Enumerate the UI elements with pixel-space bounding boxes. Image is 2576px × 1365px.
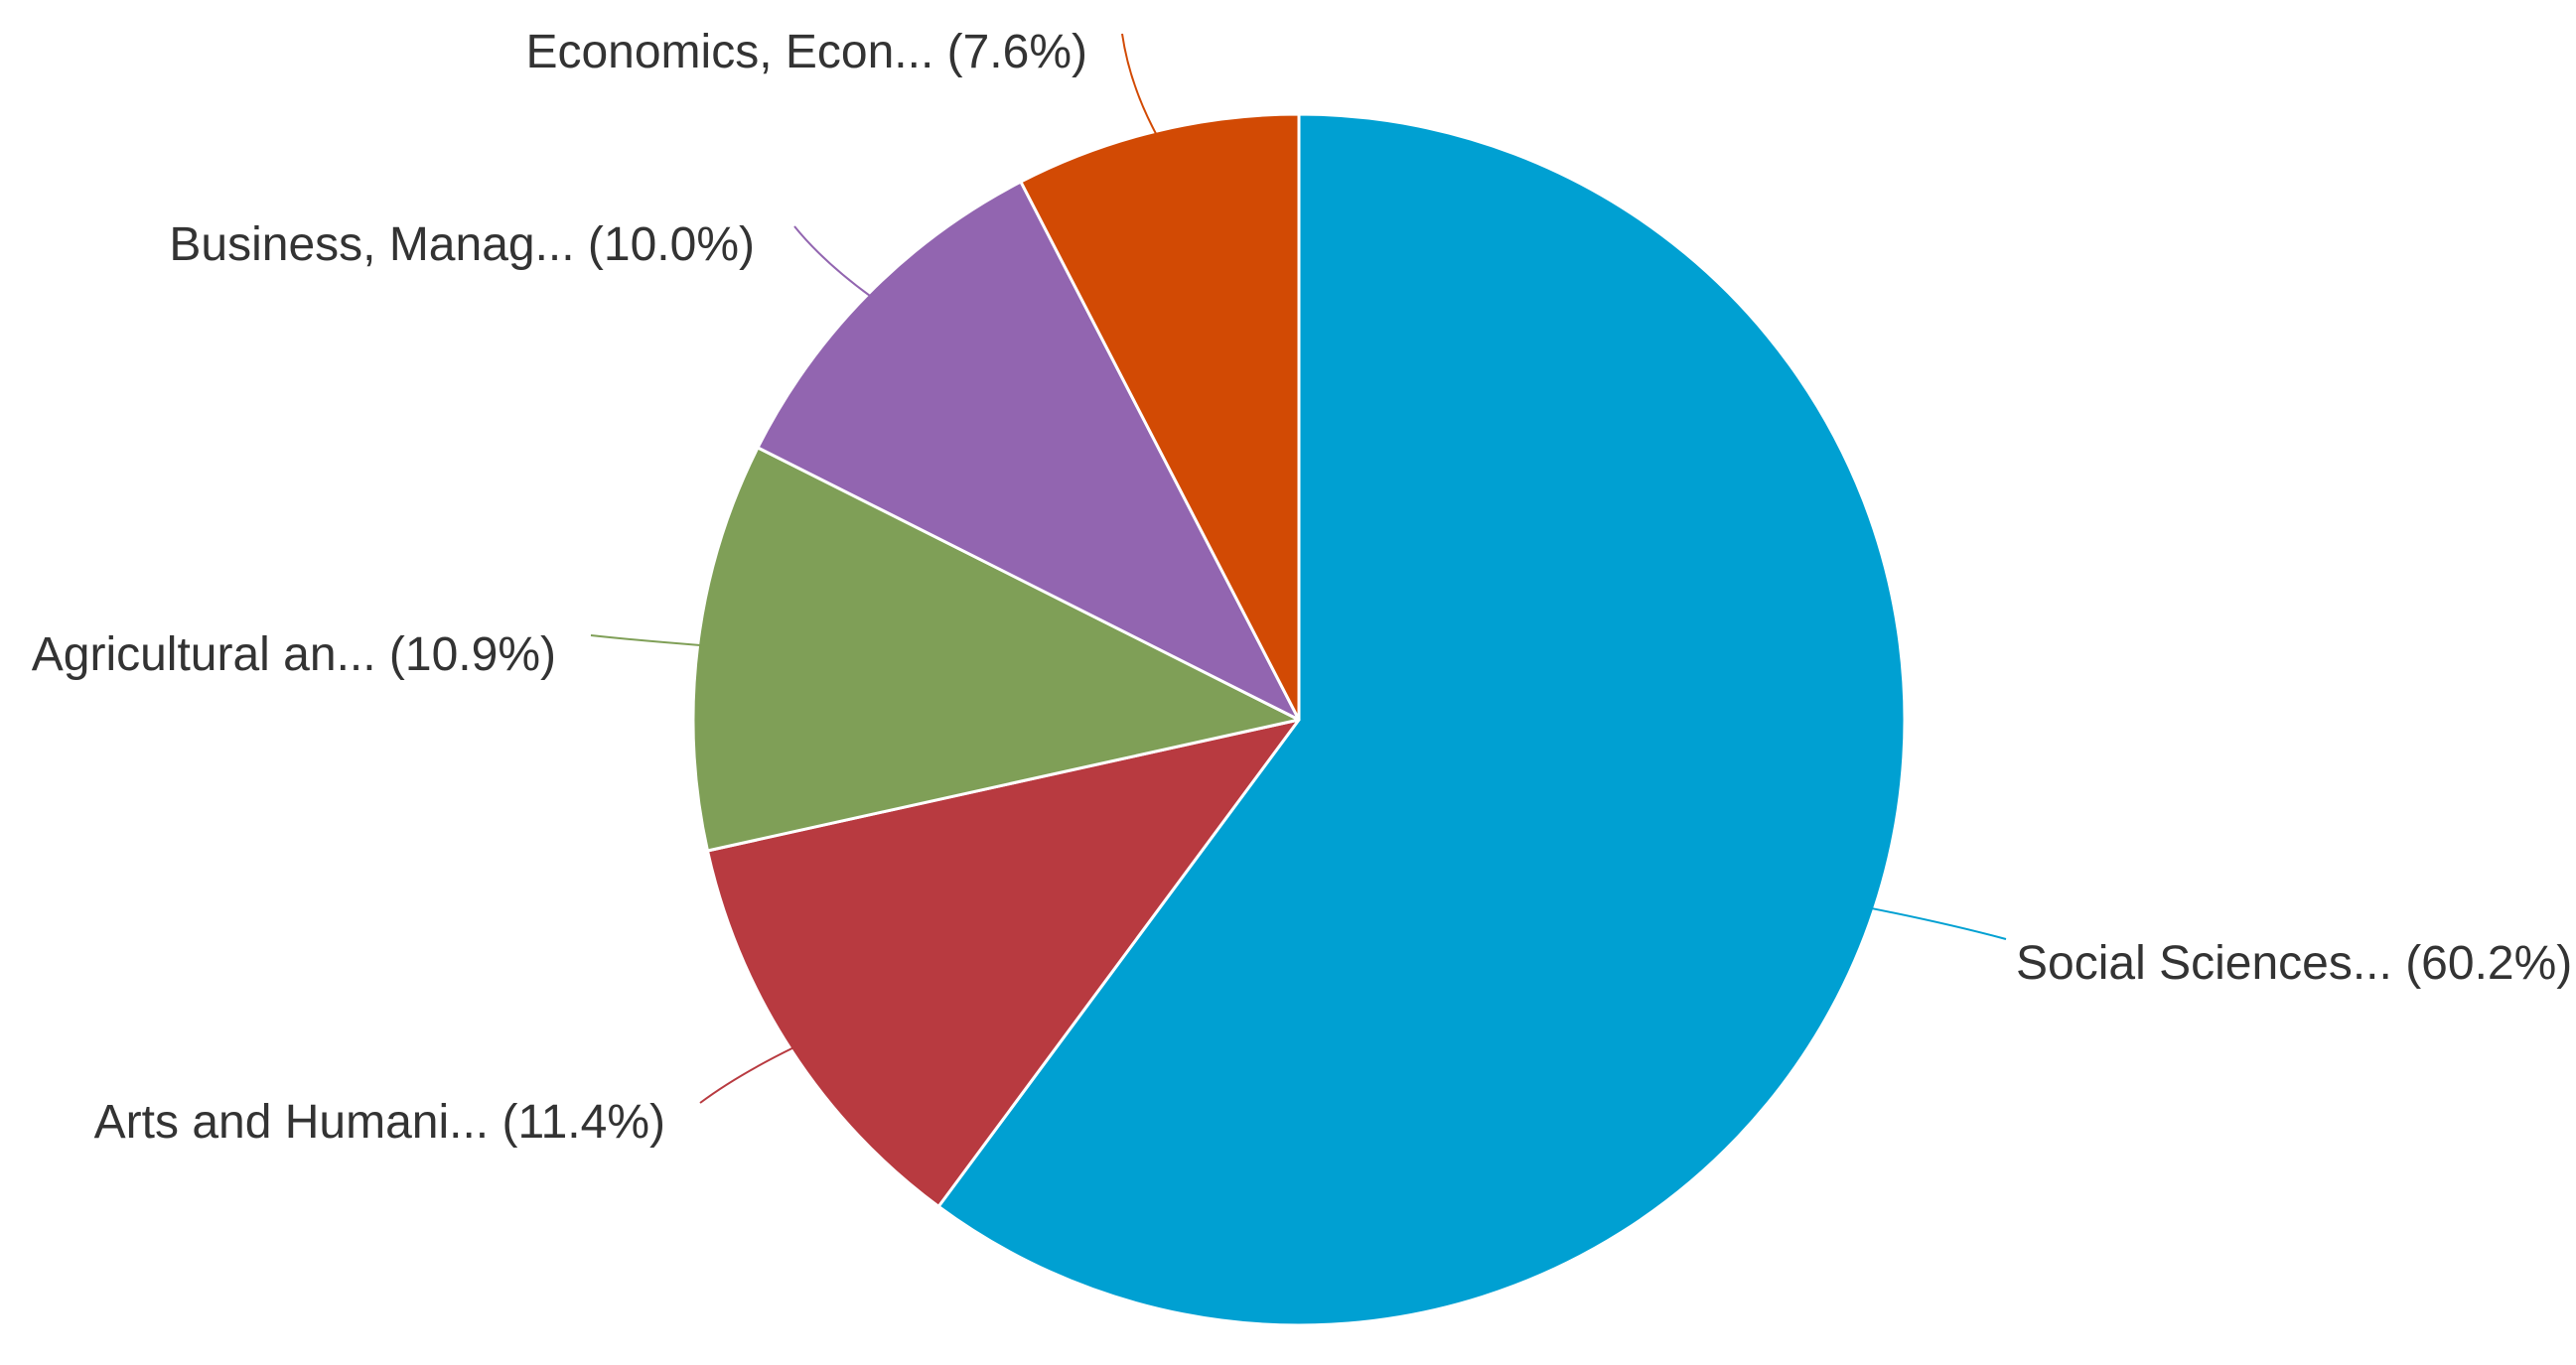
connector-line-agricultural-an <box>590 634 702 647</box>
slice-label-name: Social Sciences... <box>2016 937 2405 990</box>
slice-label-name: Economics, Econ... <box>525 26 946 78</box>
slice-label-economics-econ: Economics, Econ... (7.6%) <box>525 26 1087 78</box>
slice-label-name: Business, Manag... <box>169 218 588 271</box>
slice-label-agricultural-an: Agricultural an... (10.9%) <box>32 628 556 681</box>
labels-layer: Social Sciences... (60.2%) Arts and Human… <box>32 26 2573 1149</box>
slice-label-social-sciences: Social Sciences... (60.2%) <box>2016 937 2572 990</box>
slice-label-business-manag: Business, Manag... (10.0%) <box>169 218 755 271</box>
connector-line-arts-and-humani <box>699 1046 795 1104</box>
connector-line-social-sciences <box>1870 906 2007 940</box>
slice-label-percent: (10.9%) <box>389 628 556 681</box>
slice-label-percent: (60.2%) <box>2405 937 2572 990</box>
slice-label-percent: (11.4%) <box>501 1096 665 1149</box>
connectors-layer <box>590 33 2007 1104</box>
connector-line-economics-econ <box>1121 33 1158 136</box>
slice-label-name: Agricultural an... <box>32 628 389 681</box>
slice-label-percent: (7.6%) <box>947 26 1087 78</box>
slice-label-name: Arts and Humani... <box>94 1096 502 1149</box>
slice-label-percent: (10.0%) <box>588 218 755 271</box>
slice-label-arts-and-humani: Arts and Humani... (11.4%) <box>94 1096 665 1149</box>
connector-line-business-manag <box>793 225 872 298</box>
slices-layer <box>691 112 1907 1327</box>
